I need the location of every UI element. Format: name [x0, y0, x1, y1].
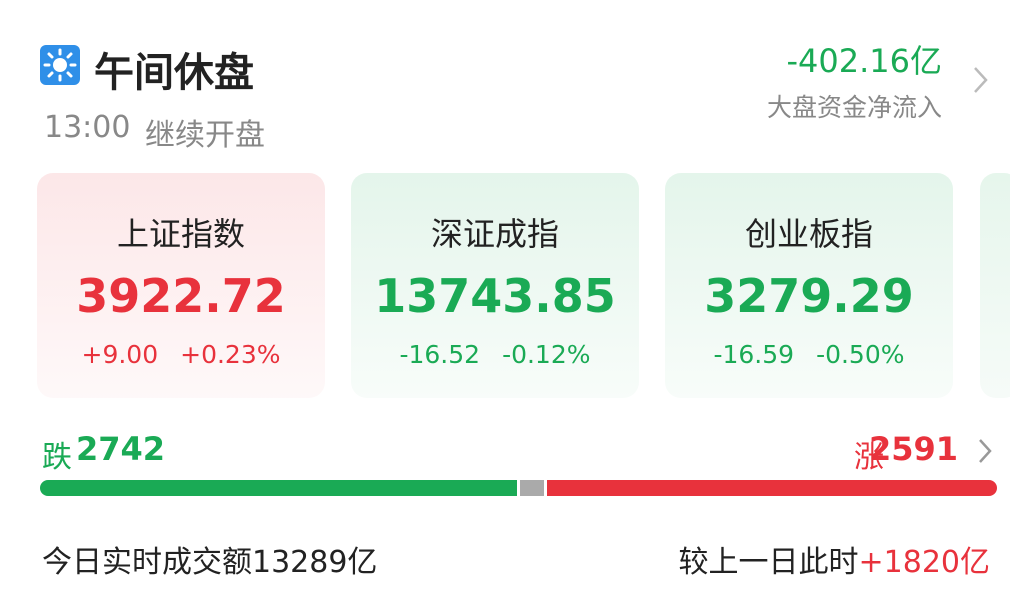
fall-bar	[40, 480, 517, 496]
index-change-row: -16.52 -0.12%	[351, 340, 639, 369]
turnover-value: 13289亿	[252, 545, 378, 580]
fall-count: 2742	[76, 430, 166, 468]
chevron[interactable]	[970, 65, 990, 95]
rise-count: 2591	[868, 430, 958, 468]
fall-label: 跌	[42, 440, 72, 475]
flat-bar	[519, 480, 544, 496]
title: 午间休盘	[94, 50, 254, 96]
rise-label: 涨	[854, 440, 884, 475]
time: 13:00	[44, 110, 131, 145]
status: 继续开盘	[145, 118, 265, 153]
index-change: +9.00	[81, 340, 159, 369]
compare-label: 较上一日此时	[678, 545, 859, 580]
net-flow-label[interactable]: 大盘资金净流入	[766, 93, 942, 122]
chevron[interactable]	[975, 437, 995, 465]
index-change: -16.59	[713, 340, 795, 369]
card-partial[interactable]	[980, 173, 1010, 398]
sun-icon	[40, 45, 80, 85]
rise-bar	[546, 480, 997, 496]
index-change-row: +9.00 +0.23%	[37, 340, 325, 369]
net-flow[interactable]: -402.16亿	[786, 42, 942, 80]
index-name: 创业板指	[744, 215, 873, 253]
turnover: 今日实时成交额13289亿	[42, 537, 377, 581]
index-change-pct: +0.23%	[180, 340, 281, 369]
index-value: 3922.72	[76, 269, 286, 323]
compare: 较上一日此时+1820亿	[679, 537, 990, 581]
index-card[interactable]: 深证成指 13743.85 -16.52 -0.12%	[351, 173, 639, 398]
index-value: 13743.85	[374, 269, 616, 323]
index-name: 深证成指	[430, 215, 559, 253]
index-change-pct: -0.50%	[816, 340, 905, 369]
turnover-label: 今日实时成交额	[42, 545, 252, 580]
compare-value: +1820亿	[858, 545, 990, 580]
index-value: 3279.29	[704, 269, 914, 323]
index-name: 上证指数	[116, 215, 245, 253]
index-card[interactable]: 上证指数 3922.72 +9.00 +0.23%	[37, 173, 325, 398]
index-change: -16.52	[399, 340, 481, 369]
index-change-row: -16.59 -0.50%	[665, 340, 953, 369]
index-card[interactable]: 创业板指 3279.29 -16.59 -0.50%	[665, 173, 953, 398]
index-change-pct: -0.12%	[502, 340, 591, 369]
